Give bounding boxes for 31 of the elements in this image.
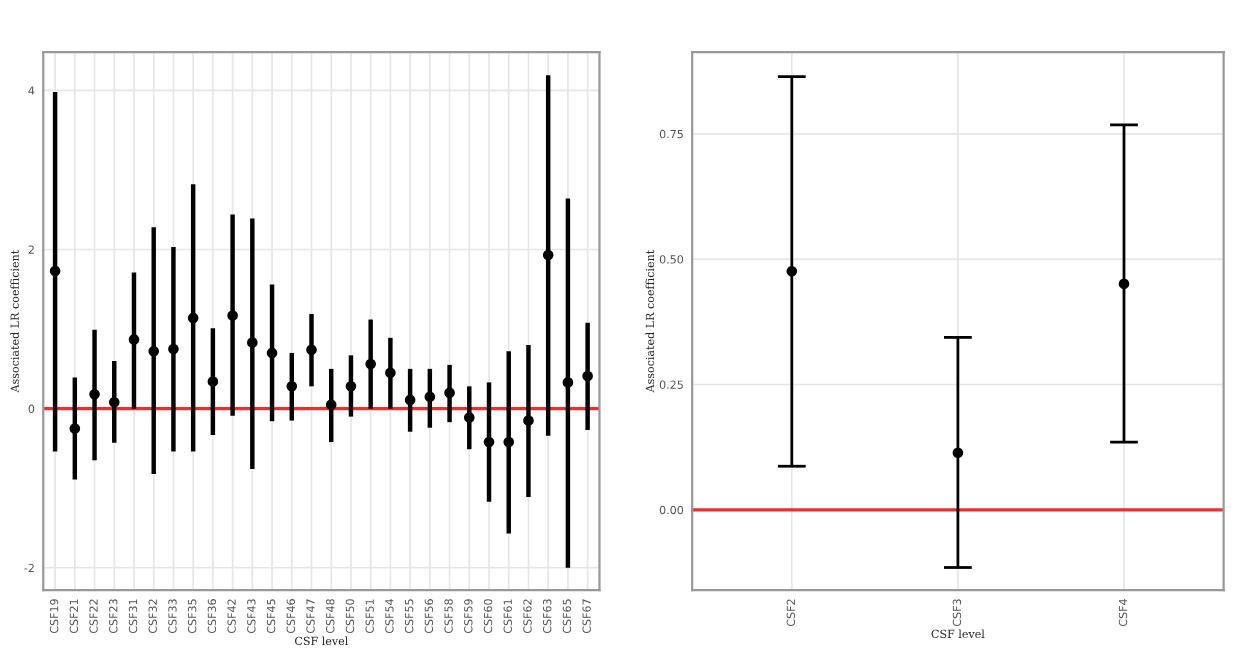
point [952,447,964,459]
point [266,347,278,359]
point [404,394,416,406]
point [365,358,376,370]
point [483,436,495,448]
point [542,249,554,261]
point [49,265,61,277]
point [562,377,574,388]
point [227,310,238,321]
point [424,391,436,403]
point [148,346,160,357]
point [786,265,798,277]
point [463,412,475,423]
point [444,387,455,399]
point [582,370,593,382]
point [503,436,515,448]
point [168,343,179,355]
point [345,381,357,392]
point [69,423,81,434]
point [385,367,396,379]
point [247,337,258,348]
point [325,399,337,410]
point [128,334,140,345]
point [89,389,100,400]
point [286,381,298,392]
point [523,415,534,426]
point [108,396,120,408]
point [207,376,219,387]
point [187,312,199,324]
point [1118,278,1130,290]
point [306,344,317,356]
